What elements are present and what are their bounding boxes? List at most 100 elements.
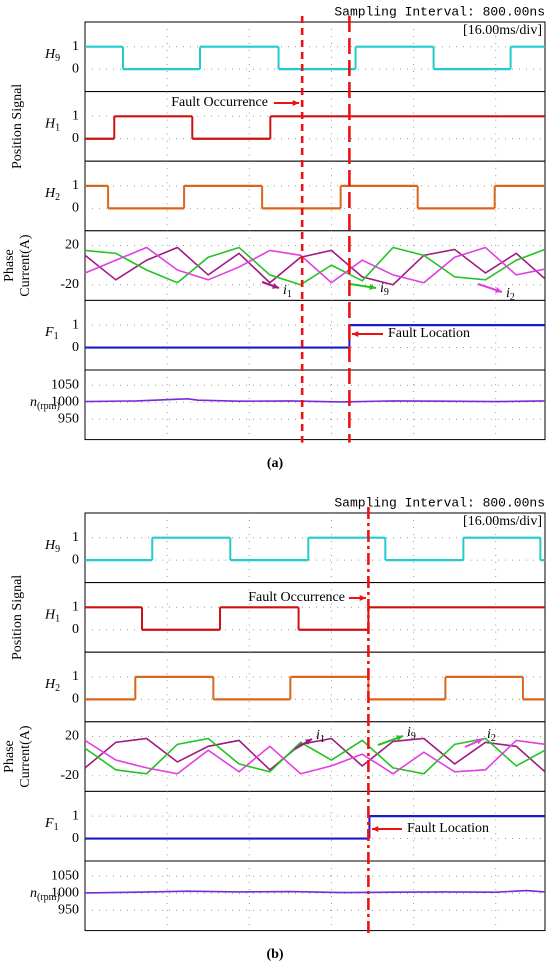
y-tick-label: 0: [72, 340, 79, 355]
group-label: Position Signal: [10, 575, 25, 660]
y-tick-label: 1: [72, 109, 79, 124]
arrow-head: [352, 330, 359, 338]
label-main: i: [380, 281, 384, 296]
panel-frame: [84, 21, 546, 93]
series-label: i2: [487, 727, 496, 744]
timebase: [16.00ms/div]: [463, 514, 542, 529]
panel-frame: [84, 651, 546, 723]
label-main: H: [44, 538, 56, 553]
label-sub: 1: [54, 331, 59, 342]
arrow-head: [396, 735, 403, 741]
y-tick-label: 0: [72, 131, 79, 146]
sampling-interval: Sampling Interval: 800.00ns: [334, 495, 545, 510]
label-sub: 9: [55, 53, 60, 64]
panel-label: H2: [44, 677, 60, 694]
label-sub: 1: [55, 614, 60, 625]
panel-label: n(rpm): [30, 886, 60, 903]
label-main: H: [44, 677, 56, 692]
panel-frame: [84, 299, 546, 371]
label-sub: 1: [320, 734, 325, 745]
label-sub: 9: [55, 544, 60, 555]
series-label: i2: [506, 286, 515, 303]
y-tick-label: 0: [72, 201, 79, 216]
y-tick-label: 1050: [51, 377, 79, 392]
fault-occurrence: Fault Occurrence: [248, 590, 345, 605]
panel-label: F1: [44, 816, 59, 833]
fault-location: Fault Location: [407, 821, 489, 836]
panel-frame: [84, 512, 546, 584]
label-sub: 1: [287, 289, 292, 300]
panel-label: n(rpm): [30, 395, 60, 412]
arrow-head: [476, 738, 483, 745]
series-label: i9: [407, 725, 416, 742]
current-label: Current(A): [18, 725, 33, 788]
label-main: H: [44, 47, 56, 62]
y-tick-label: 1: [72, 669, 79, 684]
label-main: F: [44, 816, 54, 831]
y-tick-label: 950: [58, 411, 79, 426]
y-tick-label: 1: [72, 178, 79, 193]
panel-frame: [84, 230, 546, 301]
label-main: i: [506, 286, 510, 301]
label-sub: 1: [55, 123, 60, 134]
label-sub: 2: [510, 292, 515, 303]
panel-label: H9: [44, 47, 60, 64]
label-main: H: [44, 608, 56, 623]
label-sub: 9: [384, 287, 389, 298]
arrow-head: [305, 739, 312, 745]
current-trace: [84, 737, 546, 773]
y-tick-label: 0: [72, 552, 79, 567]
y-tick-label: -20: [60, 768, 79, 783]
panel-frame: [84, 721, 546, 792]
speed-trace: [84, 398, 546, 403]
figure-label: (a): [267, 456, 284, 471]
y-tick-label: -20: [60, 277, 79, 292]
current-trace: [84, 246, 546, 286]
label-main: i: [407, 725, 411, 740]
y-tick-label: 1050: [51, 868, 79, 883]
label-main: n: [30, 395, 37, 410]
timebase: [16.00ms/div]: [463, 23, 542, 38]
group-label: Position Signal: [10, 84, 25, 169]
y-tick-label: 20: [65, 238, 79, 253]
panel-label: H1: [44, 608, 60, 625]
y-tick-label: 20: [65, 729, 79, 744]
current-trace: [84, 246, 546, 284]
y-tick-label: 1: [72, 808, 79, 823]
figure-label: (b): [266, 947, 283, 962]
panel-frame: [84, 582, 546, 653]
current-label: Phase: [2, 249, 17, 282]
label-main: i: [283, 283, 287, 298]
label-main: F: [44, 325, 54, 340]
label-sub: (rpm): [37, 892, 60, 903]
y-tick-label: 1: [72, 39, 79, 54]
arrow-head: [272, 283, 279, 289]
panel-frame: [84, 860, 546, 932]
panel-frame: [84, 91, 546, 162]
fault-location: Fault Location: [388, 326, 470, 341]
label-sub: (rpm): [37, 401, 60, 412]
series-label: i1: [283, 283, 292, 300]
panel-frame: [84, 369, 546, 441]
arrow-head: [369, 284, 376, 291]
y-tick-label: 0: [72, 61, 79, 76]
label-sub: 1: [54, 822, 59, 833]
label-main: i: [316, 728, 320, 743]
series-label: i9: [380, 281, 389, 298]
y-tick-label: 1000: [51, 885, 79, 900]
panel-label: H9: [44, 538, 60, 555]
y-tick-label: 1: [72, 600, 79, 615]
arrow-head: [292, 99, 299, 107]
label-sub: 2: [55, 192, 60, 203]
y-tick-label: 1: [72, 317, 79, 332]
panel-label: H2: [44, 186, 60, 203]
y-tick-label: 0: [72, 692, 79, 707]
label-sub: 2: [491, 733, 496, 744]
y-tick-label: 950: [58, 902, 79, 917]
current-label: Current(A): [18, 234, 33, 297]
y-tick-label: 1000: [51, 394, 79, 409]
y-tick-label: 0: [72, 831, 79, 846]
current-trace: [84, 739, 546, 775]
